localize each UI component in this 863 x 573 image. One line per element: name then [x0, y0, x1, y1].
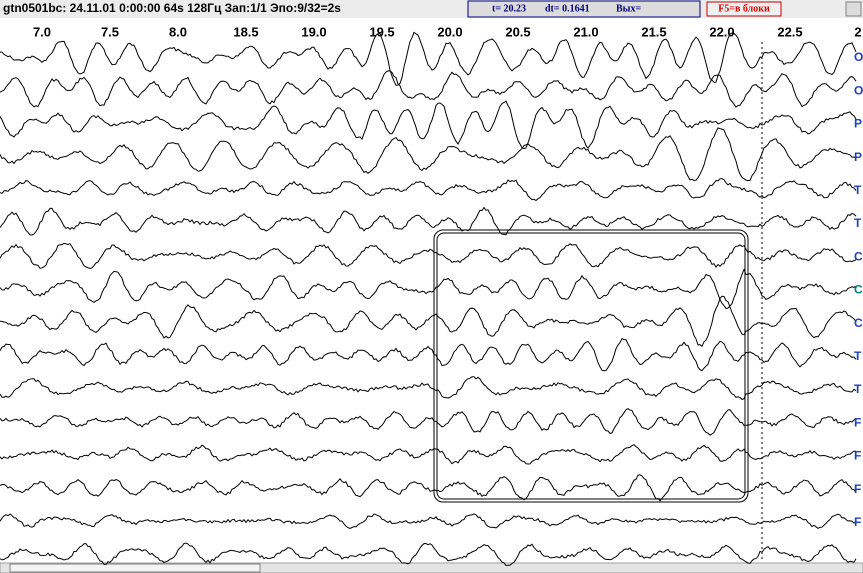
cursor-time: t= 20.23	[492, 3, 526, 14]
channel-label: C	[854, 283, 863, 297]
eeg-trace	[0, 444, 857, 465]
time-label: 19.5	[369, 24, 394, 39]
eeg-trace	[0, 295, 857, 348]
time-label: 22.0	[709, 24, 734, 39]
time-label: 7.0	[33, 24, 51, 39]
time-label: 7.5	[101, 24, 119, 39]
eeg-trace	[0, 206, 857, 236]
eeg-trace	[0, 474, 857, 502]
eeg-trace	[0, 337, 857, 372]
scrollbar[interactable]	[0, 562, 863, 573]
corner-button[interactable]	[845, 1, 862, 17]
title-text: gtn0501bc: 24.11.01 0:00:00 64s 128Гц За…	[3, 1, 341, 15]
eeg-trace	[0, 100, 857, 150]
eeg-trace	[0, 376, 857, 401]
selection-outer	[433, 229, 749, 503]
channel-label: C	[854, 249, 863, 263]
channel-label: F	[854, 515, 861, 529]
channel-label: O	[854, 50, 863, 64]
channel-label: P	[854, 150, 862, 164]
channel-label: F	[854, 415, 861, 429]
time-label: 22.5	[777, 24, 802, 39]
channel-label: T	[854, 216, 862, 230]
eeg-trace	[0, 268, 857, 309]
output-label: Вых=	[616, 3, 641, 14]
time-label: 2	[854, 24, 861, 39]
time-label: 21.0	[573, 24, 598, 39]
blocks-button-label[interactable]: F5=в блоки	[718, 3, 770, 14]
time-label: 21.5	[641, 24, 666, 39]
channel-label: O	[854, 83, 863, 97]
channel-label: F	[854, 449, 861, 463]
eeg-trace	[0, 407, 857, 436]
scroll-thumb[interactable]	[9, 563, 261, 573]
eeg-trace	[0, 178, 857, 202]
eeg-trace	[0, 242, 857, 270]
blocks-button[interactable]	[706, 1, 782, 17]
selection-inner	[436, 232, 746, 500]
channel-label: T	[854, 382, 862, 396]
channel-label: C	[854, 316, 863, 330]
time-label: 19.0	[301, 24, 326, 39]
channel-label: T	[854, 349, 862, 363]
time-label: 20.5	[505, 24, 530, 39]
cursor-dt: dt= 0.1641	[545, 3, 590, 14]
eeg-trace	[0, 31, 857, 86]
time-label: 18.5	[233, 24, 258, 39]
status-box	[467, 0, 701, 18]
eeg-trace	[0, 542, 857, 567]
time-label: 20.0	[437, 24, 462, 39]
channel-label: F	[854, 482, 861, 496]
eeg-trace	[0, 513, 857, 530]
channel-label: T	[854, 183, 862, 197]
eeg-trace	[0, 70, 857, 108]
channel-label: P	[854, 117, 862, 131]
time-label: 8.0	[169, 24, 187, 39]
eeg-trace	[0, 127, 857, 182]
